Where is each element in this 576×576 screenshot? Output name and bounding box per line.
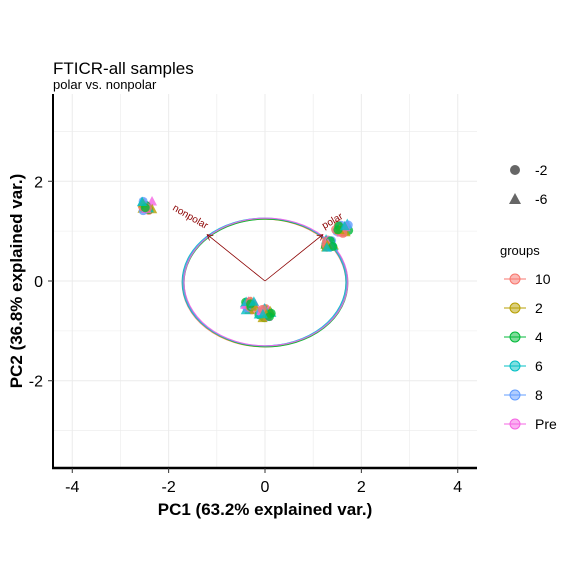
x-tick-label: 0	[261, 479, 270, 496]
x-tick-label: -4	[65, 479, 79, 496]
legend-group-label: 8	[535, 387, 543, 403]
legend-group-label: 6	[535, 358, 543, 374]
legend-circle-key	[510, 165, 520, 175]
legend-group-label: Pre	[535, 416, 557, 432]
data-point-triangle	[321, 242, 332, 252]
legend-shape-label: -6	[535, 191, 548, 207]
legend-group-key	[509, 389, 521, 401]
data-point-triangle	[137, 196, 148, 206]
data-point-circle	[333, 225, 343, 235]
chart-subtitle: polar vs. nonpolar	[53, 77, 157, 92]
legend-group-key	[509, 331, 521, 343]
data-point-triangle	[257, 308, 268, 319]
legend-group-label: 10	[535, 271, 551, 287]
data-point-circle	[264, 312, 274, 322]
data-point-triangle	[339, 220, 350, 231]
legend-group-key	[509, 418, 521, 430]
loading-arrow	[207, 235, 266, 282]
data-point-circle	[328, 241, 338, 251]
legend-triangle-key	[509, 193, 521, 204]
legend-group-key	[509, 360, 521, 372]
y-tick-label: 0	[34, 274, 43, 291]
y-tick-label: 2	[34, 174, 43, 191]
y-tick-label: -2	[29, 374, 43, 391]
group-ellipse	[183, 217, 349, 347]
y-axis-title: PC2 (36.8% explained var.)	[7, 174, 26, 389]
x-tick-label: 4	[453, 479, 462, 496]
legend-group-label: 2	[535, 300, 543, 316]
data-point-triangle	[250, 301, 261, 311]
data-point-triangle	[248, 296, 259, 306]
chart-title: FTICR-all samples	[53, 59, 194, 78]
legend-shape-label: -2	[535, 162, 548, 178]
loading-arrow	[264, 235, 323, 282]
loading-arrow-label: nonpolar	[171, 203, 211, 232]
legend-group-label: 4	[535, 329, 543, 345]
legend-groups-title: groups	[500, 243, 540, 258]
legend-group-key	[509, 273, 521, 285]
x-tick-label: 2	[357, 479, 366, 496]
x-tick-label: -2	[162, 479, 176, 496]
x-axis-title: PC1 (63.2% explained var.)	[158, 500, 373, 519]
data-point-circle	[257, 304, 267, 314]
legend-group-key	[509, 302, 521, 314]
